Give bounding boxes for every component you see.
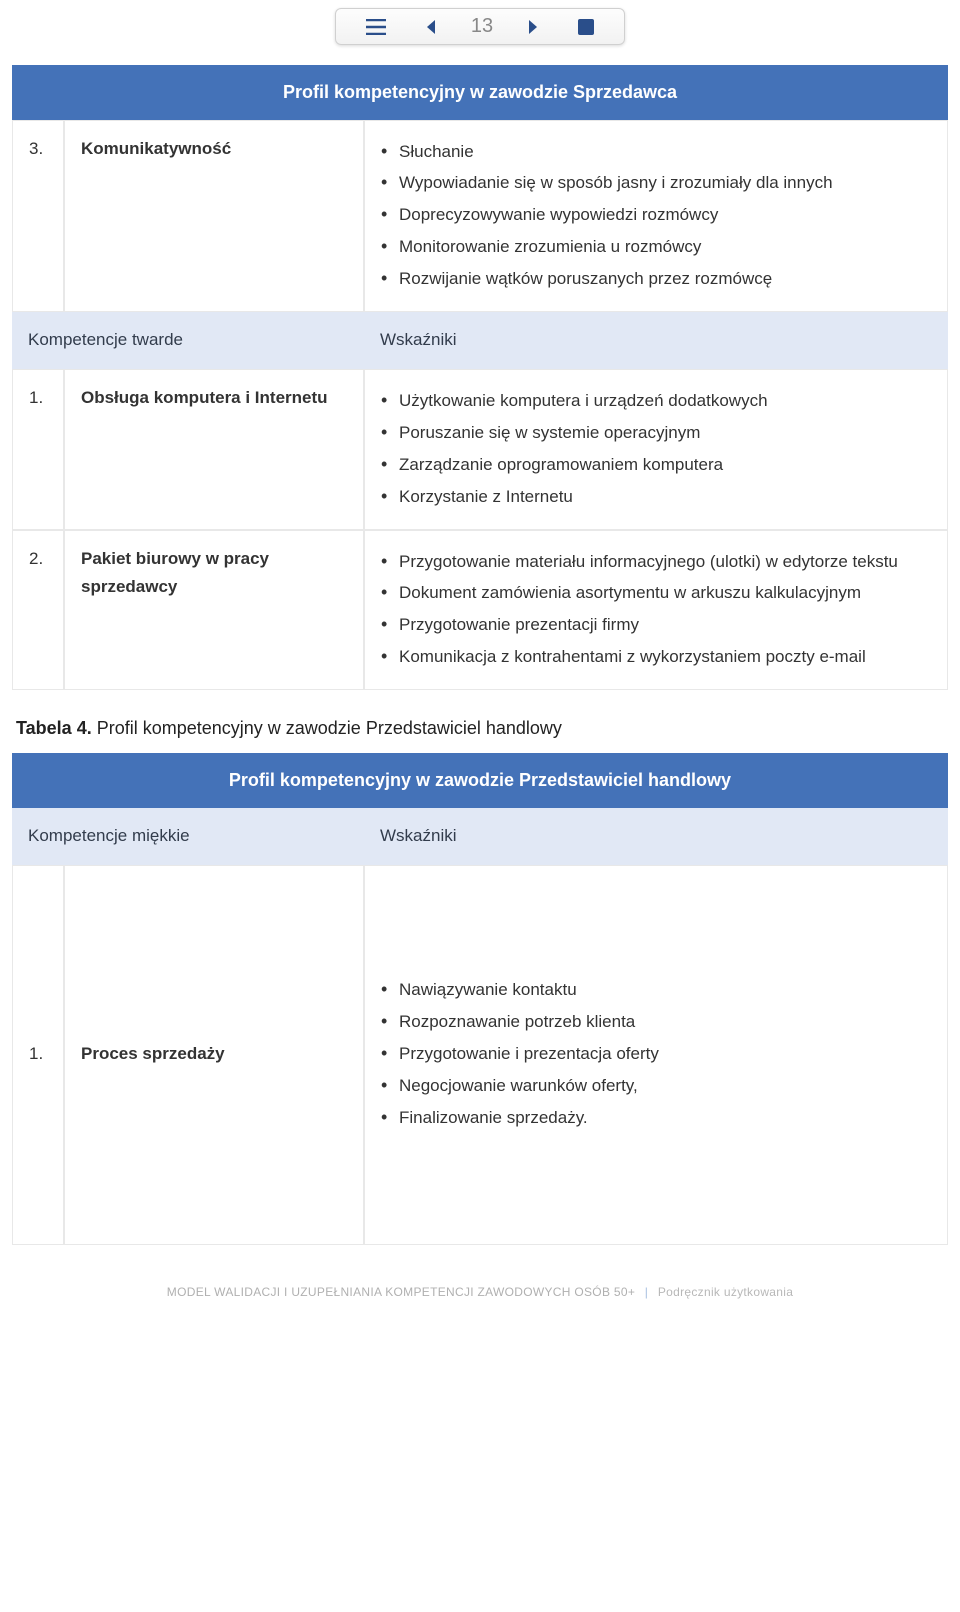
footer-main: MODEL WALIDACJI I UZUPEŁNIANIA KOMPETENC… <box>167 1285 635 1299</box>
row-number: 2. <box>12 530 64 691</box>
table-title: Profil kompetencyjny w zawodzie Sprzedaw… <box>12 65 948 120</box>
table-sprzedawca: Profil kompetencyjny w zawodzie Sprzedaw… <box>12 65 948 690</box>
list-item: Przygotowanie prezentacji firmy <box>381 611 931 640</box>
indicators-cell: Nawiązywanie kontaktu Rozpoznawanie potrz… <box>364 865 948 1245</box>
competence-name: Komunikatywność <box>64 120 364 312</box>
list-item: Negocjowanie warunków oferty, <box>381 1072 931 1101</box>
pager-toolbar: 13 <box>335 8 625 45</box>
table-przedstawiciel: Profil kompetencyjny w zawodzie Przedsta… <box>12 753 948 1244</box>
footer-sub: Podręcznik użytkowania <box>658 1285 793 1299</box>
list-item: Doprecyzowywanie wypowiedzi rozmówcy <box>381 201 931 230</box>
menu-icon[interactable] <box>360 17 392 37</box>
caption-bold: Tabela 4. <box>16 718 92 738</box>
list-item: Wypowiadanie się w sposób jasny i zrozum… <box>381 169 931 198</box>
prev-page-icon[interactable] <box>419 17 443 37</box>
subhead-left: Kompetencje twarde <box>12 312 364 369</box>
list-item: Przygotowanie materiału informacyjnego (… <box>381 548 931 577</box>
page-footer: MODEL WALIDACJI I UZUPEŁNIANIA KOMPETENC… <box>12 1285 948 1311</box>
list-item: Dokument zamówienia asortymentu w arkusz… <box>381 579 931 608</box>
row-number: 1. <box>12 369 64 530</box>
indicators-cell: Użytkowanie komputera i urządzeń dodatko… <box>364 369 948 530</box>
page-number: 13 <box>471 15 493 38</box>
list-item: Monitorowanie zrozumienia u rozmówcy <box>381 233 931 262</box>
list-item: Słuchanie <box>381 138 931 167</box>
next-page-icon[interactable] <box>521 17 545 37</box>
stop-icon[interactable] <box>572 17 600 37</box>
table-row: 3. Komunikatywność SłuchanieWypowiadanie… <box>12 120 948 312</box>
indicators-cell: Przygotowanie materiału informacyjnego (… <box>364 530 948 691</box>
table-subheader: Kompetencje twarde Wskaźniki <box>12 312 948 369</box>
subhead-right: Wskaźniki <box>364 808 948 865</box>
list-item: Rozwijanie wątków poruszanych przez rozm… <box>381 265 931 294</box>
row-number: 1. <box>12 865 64 1245</box>
list-item: Poruszanie się w systemie operacyjnym <box>381 419 931 448</box>
table-row: 2. Pakiet biurowy w pracy sprzedawcy Prz… <box>12 530 948 691</box>
list-item: Przygotowanie i prezentacja oferty <box>381 1040 931 1069</box>
table-title: Profil kompetencyjny w zawodzie Przedsta… <box>12 753 948 808</box>
footer-separator: | <box>645 1285 648 1299</box>
list-item: Zarządzanie oprogramowaniem komputera <box>381 451 931 480</box>
competence-name: Proces sprzedaży <box>64 865 364 1245</box>
page-content: Profil kompetencyjny w zawodzie Sprzedaw… <box>0 65 960 1311</box>
table-row: 1. Obsługa komputera i Internetu Użytkow… <box>12 369 948 530</box>
row-number: 3. <box>12 120 64 312</box>
list-item: Komunikacja z kontrahentami z wykorzysta… <box>381 643 931 672</box>
subhead-left: Kompetencje miękkie <box>12 808 364 865</box>
table-caption: Tabela 4. Profil kompetencyjny w zawodzi… <box>16 718 948 739</box>
list-item: Rozpoznawanie potrzeb klienta <box>381 1008 931 1037</box>
competence-name: Pakiet biurowy w pracy sprzedawcy <box>64 530 364 691</box>
table-subheader: Kompetencje miękkie Wskaźniki <box>12 808 948 865</box>
competence-name: Obsługa komputera i Internetu <box>64 369 364 530</box>
list-item: Korzystanie z Internetu <box>381 483 931 512</box>
subhead-right: Wskaźniki <box>364 312 948 369</box>
indicators-cell: SłuchanieWypowiadanie się w sposób jasny… <box>364 120 948 312</box>
table-row: 1. Proces sprzedaży Nawiązywanie kontakt… <box>12 865 948 1245</box>
list-item: Użytkowanie komputera i urządzeń dodatko… <box>381 387 931 416</box>
caption-text: Profil kompetencyjny w zawodzie Przedsta… <box>92 718 562 738</box>
list-item: Nawiązywanie kontaktu <box>381 976 931 1005</box>
list-item: Finalizowanie sprzedaży. <box>381 1104 931 1133</box>
